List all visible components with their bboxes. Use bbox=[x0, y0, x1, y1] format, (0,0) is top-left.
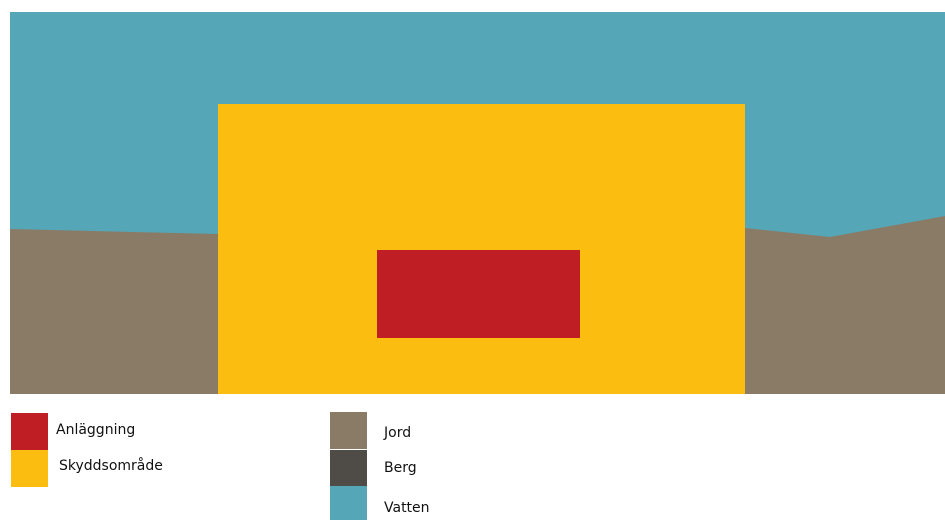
legend-label-berg: Berg bbox=[384, 460, 417, 476]
legend-label-vatten: Vatten bbox=[384, 500, 430, 516]
facility bbox=[377, 250, 580, 338]
legend-swatch-anlaggning bbox=[11, 413, 48, 450]
legend-swatch-jord bbox=[330, 412, 367, 449]
cross-section-diagram bbox=[10, 12, 945, 394]
legend-swatch-berg bbox=[330, 450, 367, 487]
legend-swatch-vatten bbox=[330, 486, 367, 520]
legend-label-jord: Jord bbox=[384, 425, 412, 441]
legend-label-anlaggning: Anläggning bbox=[56, 422, 136, 438]
soil-layer bbox=[10, 216, 945, 394]
legend-swatch-skyddsomrade bbox=[11, 450, 48, 487]
legend-label-skyddsomrade: Skyddsområde bbox=[59, 458, 163, 474]
protection-zone bbox=[218, 104, 745, 394]
